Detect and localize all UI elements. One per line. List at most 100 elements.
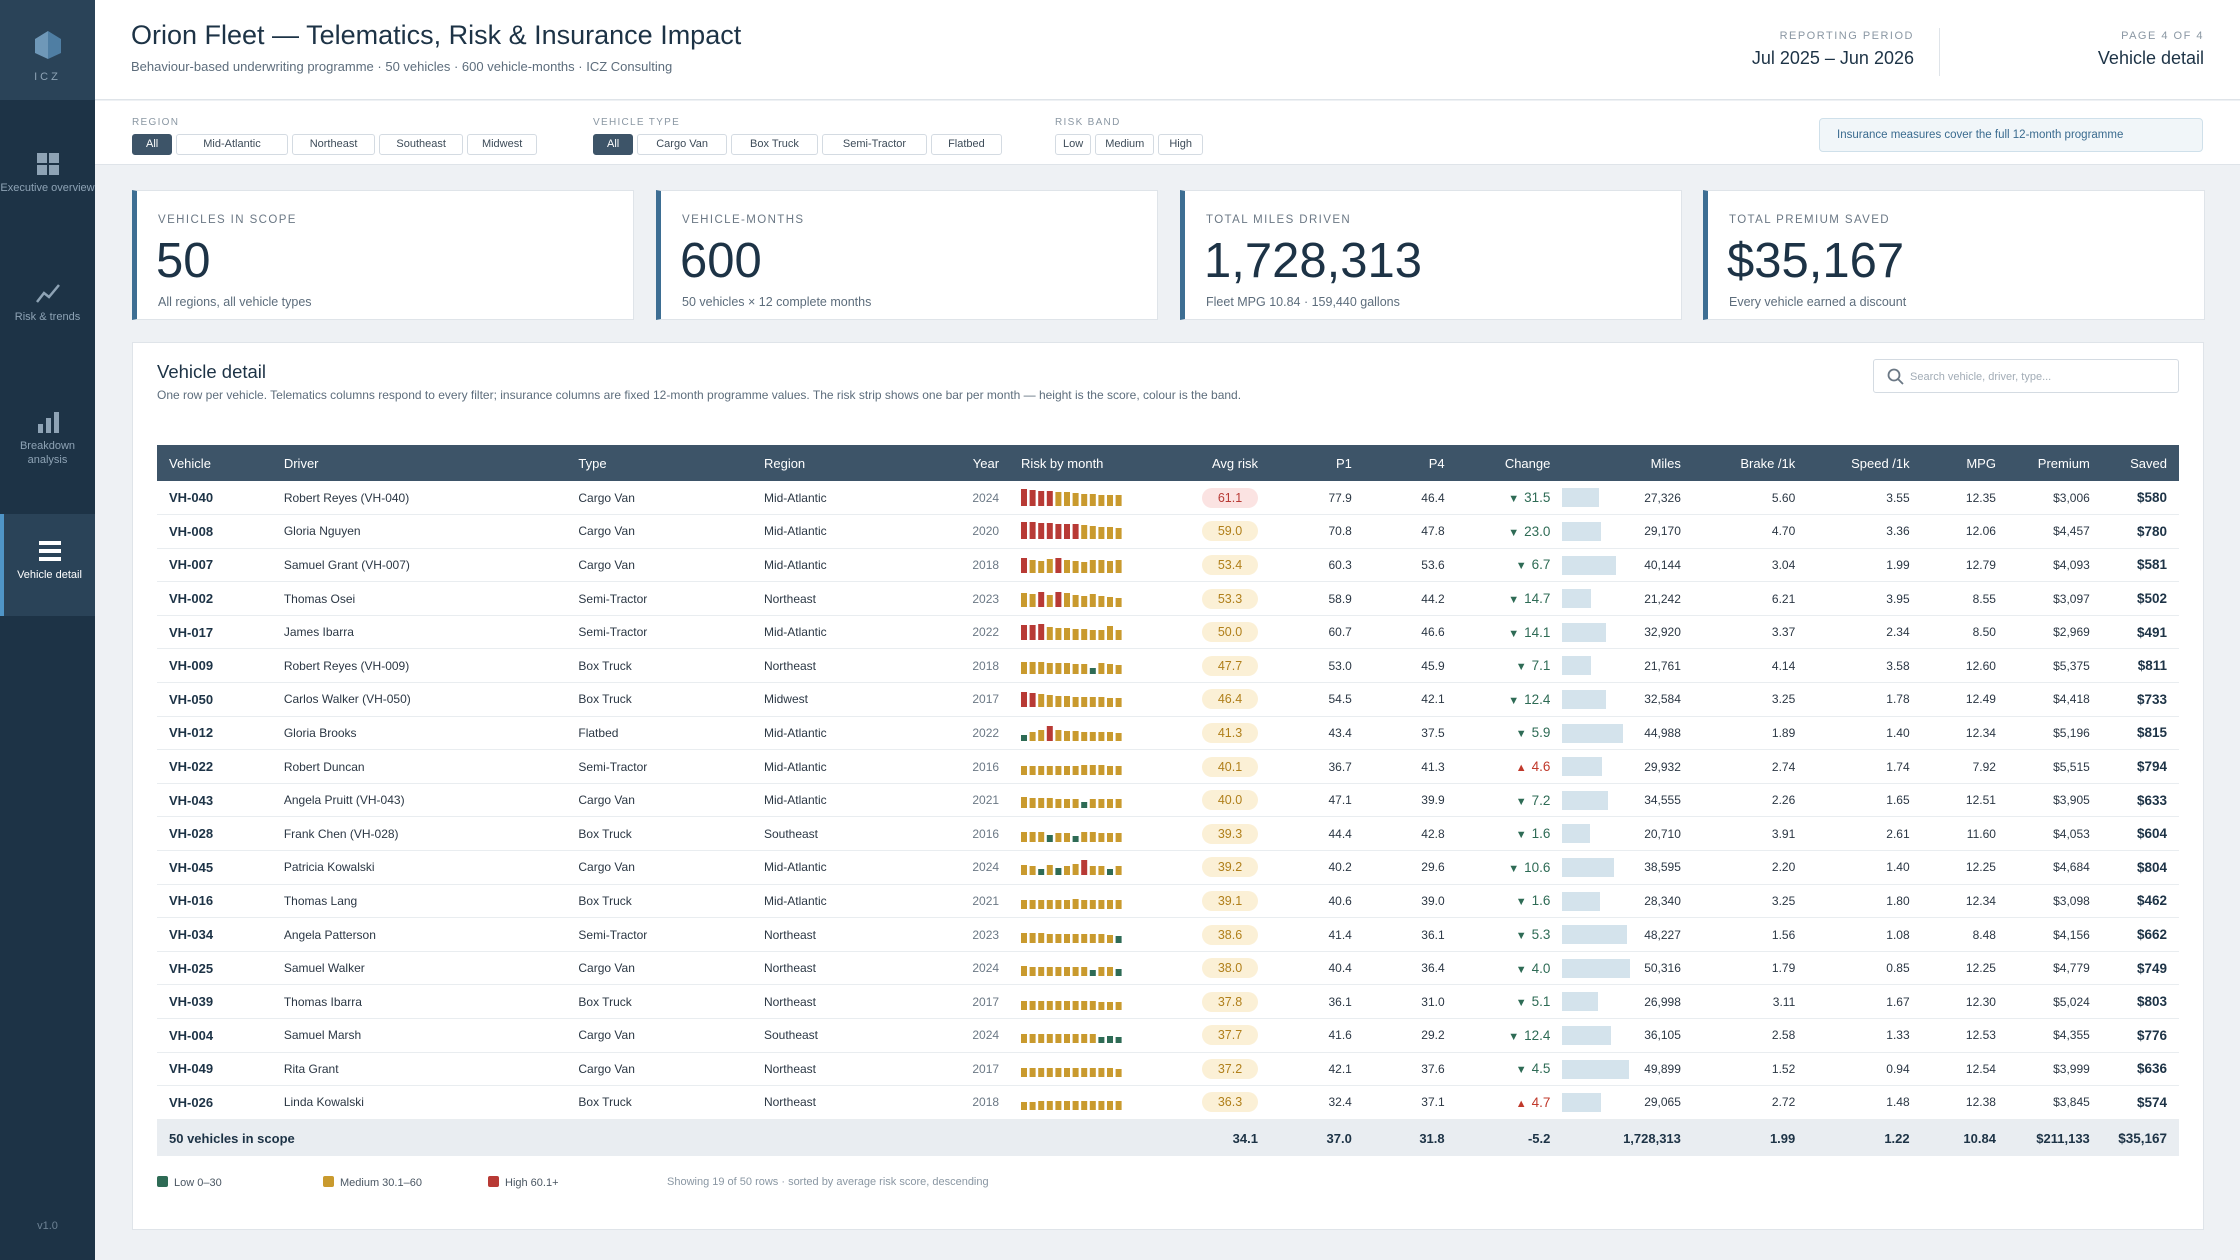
vehicle-id: VH-022 bbox=[157, 749, 278, 784]
speed-rate: 3.58 bbox=[1801, 648, 1916, 684]
table-row[interactable]: VH-008 Gloria Nguyen Cargo Van Mid-Atlantic… bbox=[157, 514, 2179, 549]
search-box bbox=[1873, 359, 2179, 393]
risk-bar-month-4 bbox=[1046, 695, 1053, 708]
vehicle-region: Midwest bbox=[757, 682, 944, 717]
col-speed[interactable]: Speed /1k bbox=[1801, 445, 1916, 481]
total-change: -5.2 bbox=[1450, 1119, 1557, 1157]
table-row[interactable]: VH-039 Thomas Ibarra Box Truck Northeast 201… bbox=[157, 984, 2179, 1019]
vehicle-region: Southeast bbox=[757, 816, 944, 852]
chip-type-box-truck[interactable]: Box Truck bbox=[731, 134, 818, 155]
chip-risk-high[interactable]: High bbox=[1158, 134, 1203, 155]
table-row[interactable]: VH-017 James Ibarra Semi-Tractor Mid-Atlant… bbox=[157, 615, 2179, 650]
driver-name: Robert Duncan bbox=[277, 749, 573, 784]
col-p1[interactable]: P1 bbox=[1263, 445, 1358, 481]
table-row[interactable]: VH-025 Samuel Walker Cargo Van Northeast 202… bbox=[157, 951, 2179, 986]
col-type[interactable]: Type bbox=[572, 445, 758, 481]
triangle-down-icon: ▼ bbox=[1515, 963, 1527, 976]
col-year[interactable]: Year bbox=[943, 445, 1006, 481]
chip-region-mid-atlantic[interactable]: Mid-Atlantic bbox=[176, 134, 288, 155]
risk-bar-month-8 bbox=[1081, 663, 1088, 674]
saved-value: $815 bbox=[2095, 716, 2179, 751]
chip-type-cargo-van[interactable]: Cargo Van bbox=[637, 134, 728, 155]
speed-rate: 1.67 bbox=[1801, 984, 1916, 1019]
avg-risk-cell: 37.7 bbox=[1157, 1018, 1264, 1053]
table-row[interactable]: VH-012 Gloria Brooks Flatbed Mid-Atlantic 20… bbox=[157, 716, 2179, 751]
risk-bar-month-10 bbox=[1098, 832, 1105, 842]
chip-region-northeast[interactable]: Northeast bbox=[291, 134, 376, 155]
table-row[interactable]: VH-002 Thomas Osei Semi-Tractor Northeast 20… bbox=[157, 581, 2179, 616]
col-mpg[interactable]: MPG bbox=[1915, 445, 2002, 481]
nav-vehicle-detail[interactable]: Vehicle detail bbox=[0, 514, 95, 616]
chip-type-semi-tractor[interactable]: Semi-Tractor bbox=[821, 134, 928, 155]
p4-score: 37.1 bbox=[1357, 1085, 1451, 1120]
risk-bar-month-10 bbox=[1098, 494, 1105, 506]
risk-bar-month-3 bbox=[1038, 1000, 1045, 1010]
table-row[interactable]: VH-026 Linda Kowalski Box Truck Northeast 20… bbox=[157, 1085, 2179, 1120]
col-avg-risk[interactable]: Avg risk bbox=[1157, 445, 1264, 481]
table-row[interactable]: VH-034 Angela Patterson Semi-Tractor Northe… bbox=[157, 917, 2179, 952]
legend-swatch bbox=[488, 1176, 499, 1187]
table-row[interactable]: VH-004 Samuel Marsh Cargo Van Southeast 2024… bbox=[157, 1018, 2179, 1053]
risk-strip-cell bbox=[1005, 615, 1158, 650]
vehicle-type: Cargo Van bbox=[572, 1018, 758, 1053]
search-input[interactable] bbox=[1910, 366, 2170, 388]
col-miles[interactable]: Miles bbox=[1556, 445, 1687, 481]
chip-region-all[interactable]: All bbox=[132, 134, 173, 155]
col-change[interactable]: Change bbox=[1450, 445, 1557, 481]
saved-value: $604 bbox=[2095, 816, 2179, 852]
table-row[interactable]: VH-007 Samuel Grant (VH-007) Cargo Van Mid-… bbox=[157, 548, 2179, 583]
vehicle-type: Cargo Van bbox=[572, 850, 758, 885]
vehicle-year: 2024 bbox=[943, 951, 1006, 986]
col-brake[interactable]: Brake /1k bbox=[1686, 445, 1802, 481]
nav-risk-trends[interactable]: Risk & trends bbox=[0, 256, 95, 358]
table-row[interactable]: VH-022 Robert Duncan Semi-Tractor Mid-Atlan… bbox=[157, 749, 2179, 784]
table-row[interactable]: VH-049 Rita Grant Cargo Van Northeast 2017 37… bbox=[157, 1052, 2179, 1087]
risk-bar-month-12 bbox=[1115, 899, 1122, 909]
kpi-label: VEHICLES IN SCOPE bbox=[158, 214, 297, 226]
risk-bar-month-11 bbox=[1107, 596, 1114, 607]
chip-region-midwest[interactable]: Midwest bbox=[466, 134, 538, 155]
col-p4[interactable]: P4 bbox=[1357, 445, 1451, 481]
miles-cell: 50,316 bbox=[1556, 951, 1687, 986]
risk-bar-month-10 bbox=[1098, 933, 1105, 943]
chip-type-all[interactable]: All bbox=[593, 134, 634, 155]
chip-risk-medium[interactable]: Medium bbox=[1095, 134, 1155, 155]
risk-bar-month-1 bbox=[1021, 488, 1028, 506]
avg-risk-badge: 53.3 bbox=[1201, 588, 1258, 609]
risk-bar-month-6 bbox=[1064, 491, 1071, 506]
nav-breakdown-analysis[interactable]: Breakdown analysis bbox=[0, 385, 95, 487]
table-row[interactable]: VH-040 Robert Reyes (VH-040) Cargo Van Mid-… bbox=[157, 481, 2179, 516]
premium-value: $3,999 bbox=[2001, 1052, 2096, 1087]
premium-value: $4,418 bbox=[2001, 682, 2096, 717]
premium-value: $3,845 bbox=[2001, 1085, 2096, 1120]
col-premium[interactable]: Premium bbox=[2001, 445, 2096, 481]
premium-value: $3,905 bbox=[2001, 783, 2096, 818]
brake-rate: 1.89 bbox=[1686, 716, 1802, 751]
p4-score: 31.0 bbox=[1357, 984, 1451, 1019]
chip-type-flatbed[interactable]: Flatbed bbox=[931, 134, 1002, 155]
col-saved[interactable]: Saved bbox=[2095, 445, 2179, 481]
col-vehicle[interactable]: Vehicle bbox=[157, 445, 278, 481]
nav-executive-overview[interactable]: Executive overview bbox=[0, 127, 95, 229]
table-row[interactable]: VH-028 Frank Chen (VH-028) Box Truck Southe… bbox=[157, 816, 2179, 852]
risk-strip-cell bbox=[1005, 682, 1158, 717]
table-row[interactable]: VH-050 Carlos Walker (VH-050) Box Truck Mid… bbox=[157, 682, 2179, 717]
risk-bar-month-4 bbox=[1046, 765, 1053, 775]
vehicle-region: Northeast bbox=[757, 984, 944, 1019]
risk-bar-month-1 bbox=[1021, 1067, 1028, 1077]
miles-cell: 20,710 bbox=[1556, 816, 1687, 852]
total-saved: $35,167 bbox=[2095, 1119, 2179, 1157]
risk-bar-month-3 bbox=[1038, 869, 1045, 876]
table-row[interactable]: VH-043 Angela Pruitt (VH-043) Cargo Van Mid… bbox=[157, 783, 2179, 818]
chip-region-southeast[interactable]: Southeast bbox=[379, 134, 463, 155]
mpg-value: 11.60 bbox=[1915, 816, 2002, 852]
col-region[interactable]: Region bbox=[757, 445, 944, 481]
table-row[interactable]: VH-045 Patricia Kowalski Cargo Van Mid-Atla… bbox=[157, 850, 2179, 885]
table-row[interactable]: VH-009 Robert Reyes (VH-009) Box Truck Nort… bbox=[157, 648, 2179, 684]
chip-risk-low[interactable]: Low bbox=[1055, 134, 1092, 155]
risk-bar-month-1 bbox=[1021, 1102, 1028, 1111]
page-indicator: PAGE 4 OF 4 Vehicle detail bbox=[2098, 30, 2204, 69]
line-chart-icon bbox=[35, 284, 60, 303]
table-row[interactable]: VH-016 Thomas Lang Box Truck Mid-Atlantic 20… bbox=[157, 884, 2179, 919]
col-driver[interactable]: Driver bbox=[277, 445, 573, 481]
